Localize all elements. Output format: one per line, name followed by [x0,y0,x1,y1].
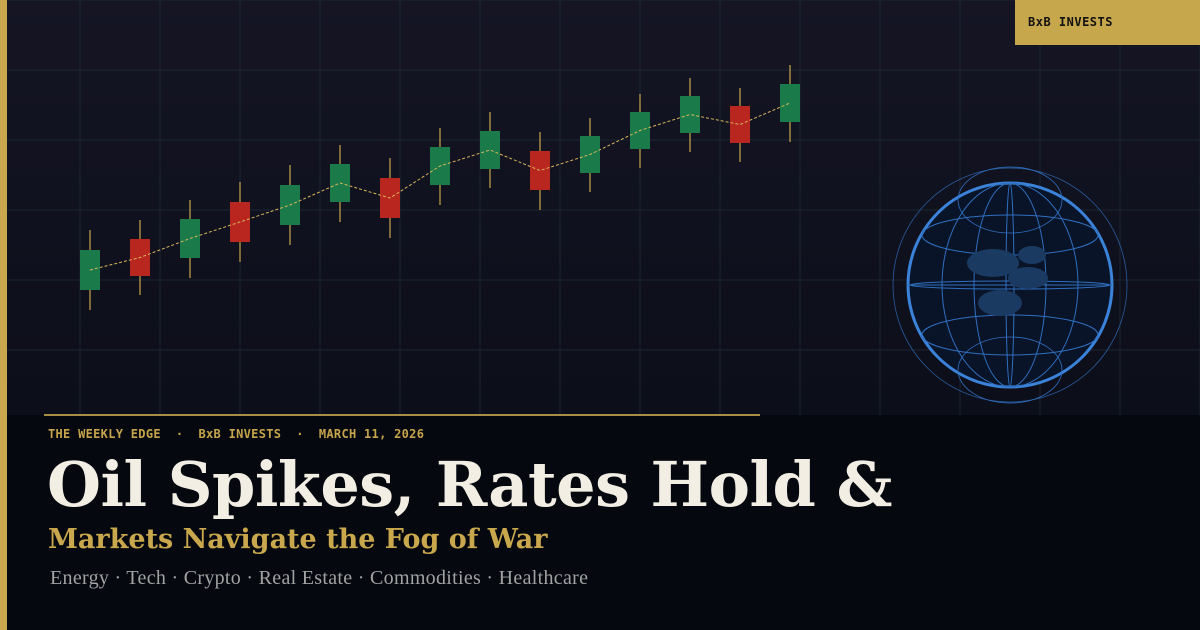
brand-badge: BxB INVESTS [1015,0,1200,45]
candle-body [730,106,750,143]
candle [680,78,700,152]
subheadline: Markets Navigate the Fog of War [48,524,548,555]
kicker: THE WEEKLY EDGE · BxB INVESTS · MARCH 11… [48,427,425,441]
candle [780,65,800,142]
candle-body [680,96,700,133]
headline: Oil Spikes, Rates Hold & [47,448,892,521]
candle [730,88,750,162]
candle [530,132,550,210]
sectors-list: Energy · Tech · Crypto · Real Estate · C… [50,567,589,589]
candle-body [780,84,800,122]
divider [44,414,760,416]
brand-badge-label: BxB INVESTS [1028,15,1113,29]
candlesticks [80,65,800,310]
trend-line [89,102,791,271]
candle-body [530,151,550,190]
globe-icon [892,166,1128,404]
candle-body [480,131,500,169]
accent-bar [0,0,7,630]
candle [480,112,500,188]
